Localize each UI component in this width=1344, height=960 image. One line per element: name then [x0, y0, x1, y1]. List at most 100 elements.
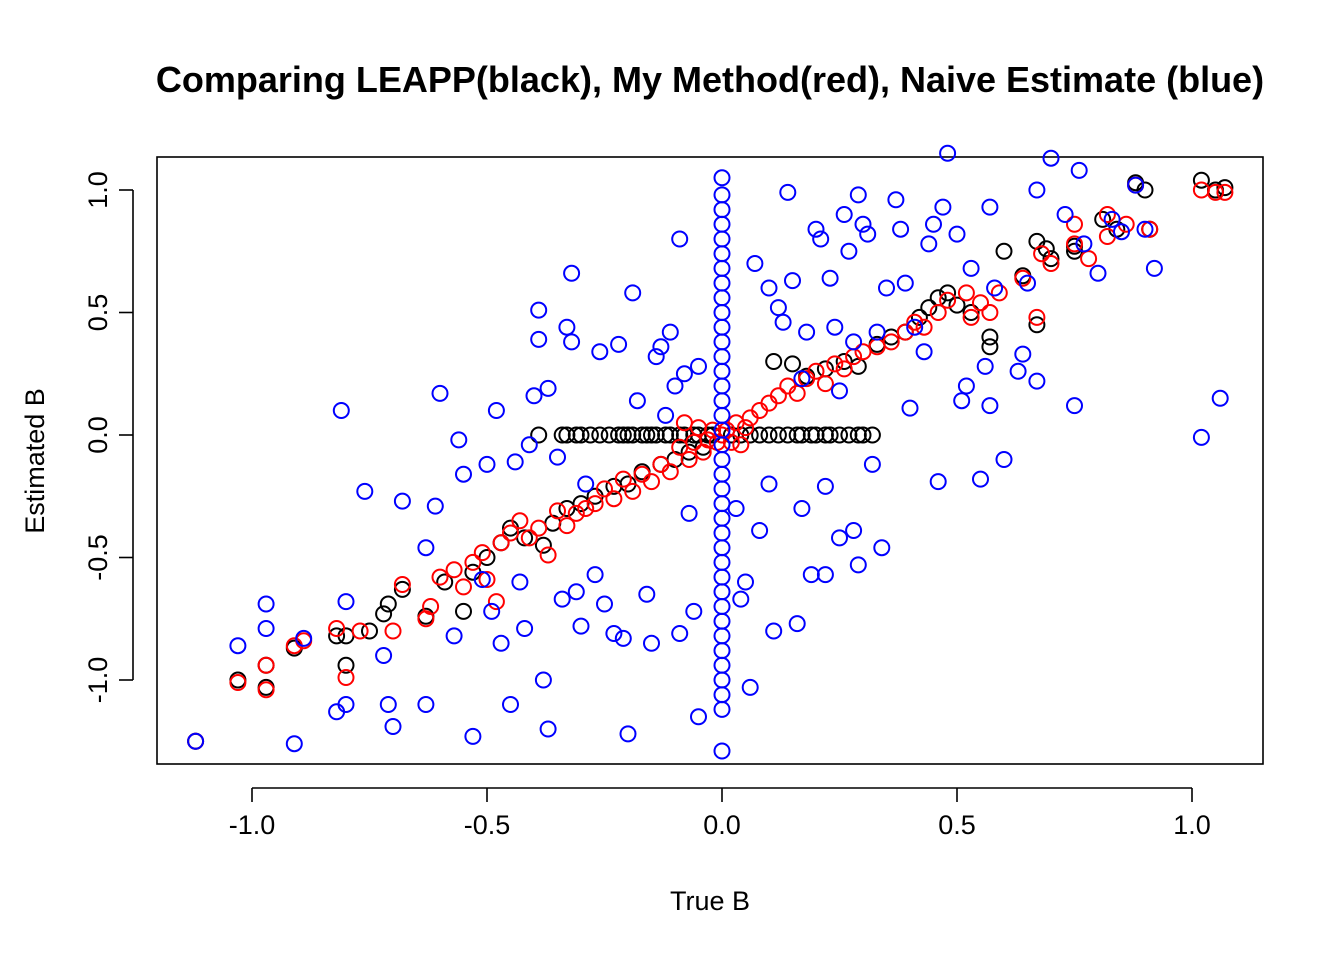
data-point — [1056, 206, 1074, 223]
data-point — [1216, 183, 1234, 201]
data-point — [455, 465, 472, 483]
data-point — [713, 215, 731, 233]
data-point — [995, 242, 1013, 260]
data-point — [713, 642, 731, 660]
data-point — [558, 517, 576, 535]
data-point — [647, 348, 665, 366]
data-point — [713, 318, 731, 336]
data-point — [713, 480, 731, 498]
data-point — [685, 602, 703, 620]
data-point — [957, 377, 975, 395]
data-point — [1211, 389, 1229, 407]
data-point — [760, 426, 778, 444]
data-point — [596, 595, 613, 613]
data-point — [426, 497, 444, 515]
data-point — [473, 544, 491, 562]
data-point — [455, 578, 472, 596]
data-point — [713, 186, 731, 204]
x-tick-label: -0.5 — [464, 810, 511, 840]
data-point — [539, 720, 557, 738]
data-point — [854, 215, 872, 233]
data-point — [1066, 215, 1083, 233]
data-point — [483, 602, 501, 620]
data-point — [295, 629, 313, 647]
data-point — [534, 671, 552, 689]
data-point — [643, 473, 660, 491]
data-point — [713, 524, 731, 542]
data-point — [939, 291, 957, 309]
data-point — [534, 536, 552, 554]
data-point — [784, 355, 801, 373]
data-point — [445, 561, 463, 579]
data-point — [680, 504, 698, 522]
data-point — [831, 426, 848, 444]
data-point — [849, 556, 867, 574]
data-point — [976, 357, 994, 375]
data-point — [812, 230, 830, 248]
data-point — [788, 615, 806, 633]
data-point — [384, 718, 402, 735]
data-point — [713, 333, 731, 351]
data-point — [863, 426, 881, 444]
data-point — [675, 365, 693, 383]
data-point — [657, 406, 675, 424]
data-point — [328, 620, 346, 637]
data-point — [1127, 176, 1145, 194]
data-point — [680, 451, 698, 468]
data-point — [530, 330, 548, 348]
data-point — [638, 585, 656, 603]
data-point — [713, 465, 731, 483]
y-tick-label: -1.0 — [83, 657, 113, 704]
data-point — [1033, 245, 1051, 263]
data-point — [859, 225, 877, 243]
data-point — [854, 343, 872, 361]
data-point — [257, 681, 275, 699]
data-point — [713, 259, 731, 277]
data-point — [816, 360, 834, 378]
data-point — [614, 426, 632, 444]
data-point — [713, 169, 731, 187]
data-point — [361, 622, 378, 640]
data-point — [713, 274, 731, 292]
data-point — [624, 482, 642, 500]
plot-frame — [156, 156, 1264, 765]
data-point — [887, 191, 905, 209]
data-point — [713, 230, 731, 248]
data-point — [690, 357, 707, 375]
data-point — [431, 568, 449, 586]
data-point — [981, 198, 999, 216]
data-point — [1113, 223, 1130, 241]
data-point — [393, 576, 411, 593]
data-point — [849, 186, 867, 204]
data-point — [741, 678, 759, 696]
data-point — [845, 333, 863, 351]
data-point — [492, 534, 510, 552]
data-point — [563, 333, 581, 351]
data-point — [1103, 210, 1121, 228]
data-point — [727, 500, 745, 517]
data-point — [328, 627, 346, 645]
data-point — [337, 593, 355, 611]
data-point — [473, 571, 491, 588]
data-point — [713, 392, 731, 410]
data-point — [1066, 235, 1083, 253]
data-point — [826, 318, 844, 336]
data-point — [257, 595, 275, 613]
data-point — [1094, 210, 1112, 228]
data-point — [751, 426, 769, 444]
data-point — [868, 323, 886, 341]
data-point — [873, 539, 891, 557]
data-point — [605, 625, 623, 642]
data-point — [661, 463, 679, 481]
data-point — [530, 519, 548, 537]
data-point — [962, 259, 980, 277]
data-point — [417, 539, 435, 557]
data-point — [539, 546, 557, 564]
data-point — [478, 455, 496, 473]
data-point — [816, 566, 834, 584]
data-point — [586, 566, 604, 584]
data-point — [751, 522, 769, 539]
data-point — [713, 539, 731, 557]
data-point — [826, 355, 844, 373]
data-point — [765, 353, 783, 370]
